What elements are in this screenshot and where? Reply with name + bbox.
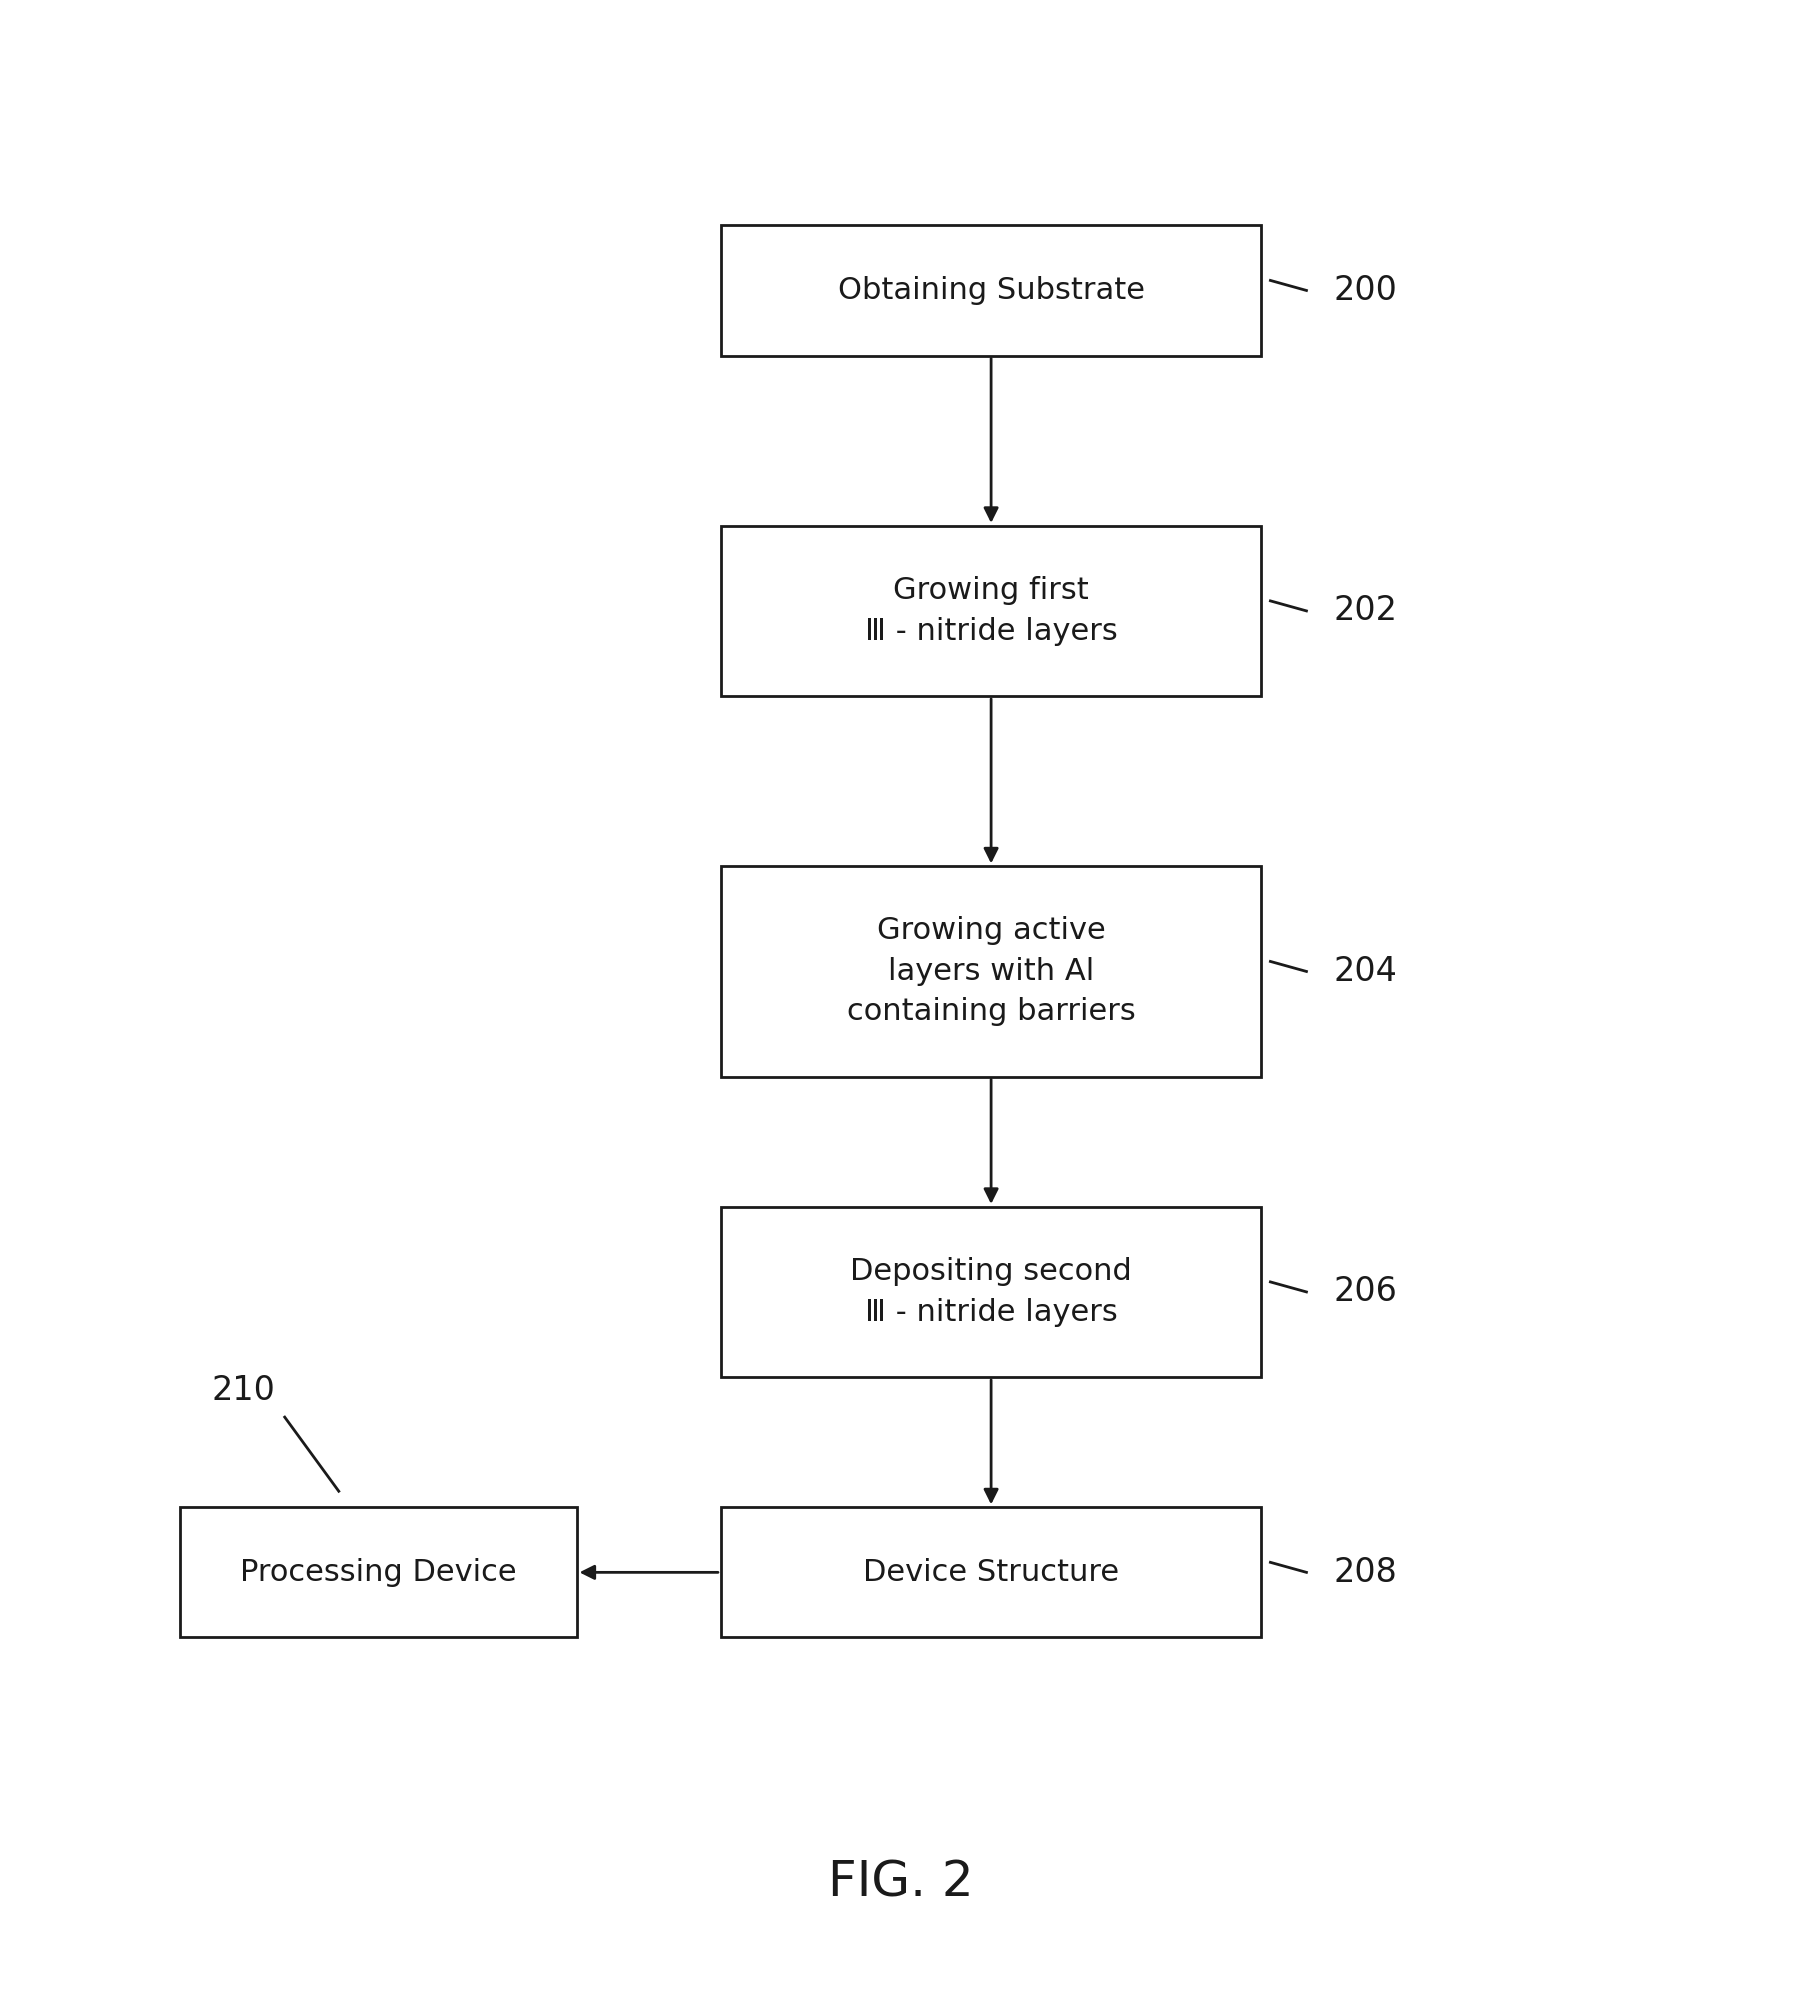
Text: FIG. 2: FIG. 2 xyxy=(829,1859,973,1907)
Bar xyxy=(721,1206,1261,1378)
Text: 206: 206 xyxy=(1333,1276,1397,1308)
Text: Processing Device: Processing Device xyxy=(240,1558,517,1586)
Text: 208: 208 xyxy=(1333,1556,1397,1588)
Text: 210: 210 xyxy=(213,1374,276,1406)
Bar xyxy=(721,865,1261,1076)
Bar xyxy=(721,527,1261,695)
Text: Device Structure: Device Structure xyxy=(863,1558,1119,1586)
Text: 204: 204 xyxy=(1333,955,1397,987)
Text: Obtaining Substrate: Obtaining Substrate xyxy=(838,276,1144,304)
Text: Depositing second
Ⅲ - nitride layers: Depositing second Ⅲ - nitride layers xyxy=(851,1258,1132,1326)
Bar xyxy=(721,224,1261,357)
Text: Growing active
layers with Al
containing barriers: Growing active layers with Al containing… xyxy=(847,917,1135,1026)
Text: 202: 202 xyxy=(1333,595,1398,627)
Bar xyxy=(180,1506,577,1638)
Text: Growing first
Ⅲ - nitride layers: Growing first Ⅲ - nitride layers xyxy=(865,577,1117,645)
Text: 200: 200 xyxy=(1333,274,1397,306)
Bar xyxy=(721,1506,1261,1638)
